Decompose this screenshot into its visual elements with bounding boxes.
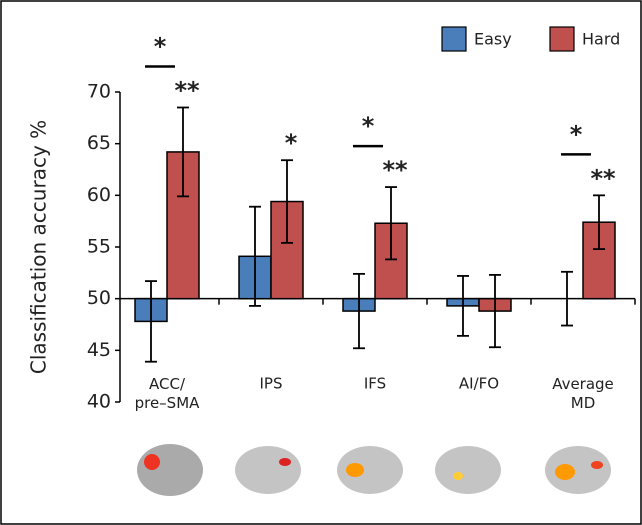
legend-label: Easy: [474, 30, 512, 49]
brain-images: [137, 444, 611, 496]
x-tick-label: IFS: [364, 375, 386, 393]
legend-swatch: [549, 26, 575, 52]
x-tick-label: ACC/pre–SMA: [135, 375, 201, 412]
y-tick-label: 70: [87, 81, 111, 103]
legend-label: Hard: [582, 30, 620, 49]
y-axis-label: Classification accuracy %: [27, 120, 51, 374]
y-tick-label: 55: [87, 236, 111, 258]
significance-label: *: [154, 33, 167, 61]
y-tick-label: 45: [87, 339, 111, 361]
y-tick-label: 60: [87, 184, 111, 206]
significance-label: **: [174, 77, 200, 105]
significance-label: **: [590, 164, 616, 192]
x-tick-label: Average MD: [552, 375, 614, 412]
significance-label: *: [570, 120, 583, 148]
significance-label: **: [382, 156, 408, 184]
x-tick-label: AI/FO: [459, 375, 499, 393]
x-tick-label: IPS: [260, 375, 283, 393]
y-tick-label: 40: [87, 391, 111, 413]
legend-swatch: [441, 26, 467, 52]
y-tick-label: 65: [87, 132, 111, 154]
y-tick-label: 50: [87, 287, 111, 309]
significance-label: *: [362, 112, 375, 140]
significance-label: *: [285, 129, 298, 157]
